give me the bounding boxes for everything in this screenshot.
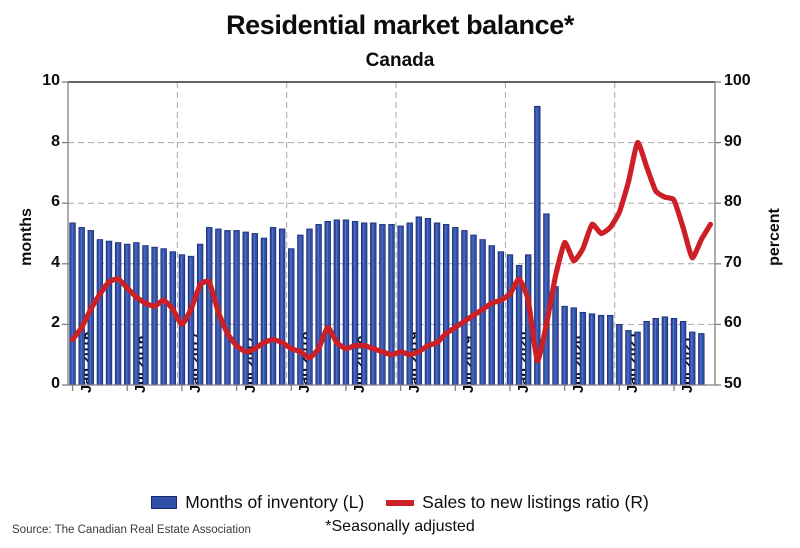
bar-highlight — [527, 255, 529, 385]
bar-highlight — [381, 225, 383, 385]
bar-highlight — [436, 224, 438, 385]
y-axis-right-title: percent — [766, 208, 783, 266]
bar-highlight — [326, 222, 328, 385]
bar-highlight — [700, 334, 702, 385]
bar-highlight — [518, 266, 520, 385]
bar-highlight — [335, 221, 338, 385]
bar-highlight — [263, 239, 265, 385]
bar-highlight — [654, 319, 656, 385]
bar-highlight — [427, 219, 429, 385]
legend-item-bars[interactable]: Months of inventory (L) — [151, 492, 364, 513]
bar-highlight — [354, 222, 356, 385]
bar-highlight — [153, 248, 155, 385]
bar-highlight — [554, 287, 556, 385]
line-swatch-icon — [386, 499, 415, 506]
bar-highlight — [272, 228, 274, 385]
bar-highlight — [171, 252, 174, 385]
bar-highlight — [290, 249, 292, 385]
legend-label-line: Sales to new listings ratio (R) — [422, 492, 649, 512]
bar-highlight — [627, 331, 629, 385]
bar-highlight — [108, 242, 110, 385]
bar-highlight — [645, 322, 647, 385]
chart-svg — [62, 81, 721, 391]
bar-highlight — [636, 333, 638, 385]
bar-highlight — [408, 224, 410, 385]
bar-highlight — [244, 233, 246, 385]
bar-highlight — [682, 322, 684, 385]
bar-highlight — [253, 234, 256, 385]
bar-highlight — [600, 316, 602, 385]
bar-highlight — [609, 316, 611, 385]
bar-highlight — [299, 236, 301, 385]
bar-highlight — [591, 314, 593, 385]
source-note: Source: The Canadian Real Estate Associa… — [12, 524, 251, 536]
bar-highlight — [190, 257, 192, 385]
bar-highlight — [317, 225, 319, 385]
bar-highlight — [545, 215, 547, 385]
bar-highlight — [345, 221, 347, 385]
bar-highlight — [417, 218, 420, 385]
bar-highlight — [308, 230, 310, 385]
line-series — [69, 139, 714, 364]
y-right-tick: 90 — [724, 132, 742, 150]
bar-highlight — [80, 228, 82, 385]
bar-highlight — [563, 307, 565, 385]
bar-highlight — [144, 246, 146, 385]
bar-highlight — [226, 231, 228, 385]
legend-label-bars: Months of inventory (L) — [185, 492, 365, 512]
y-left-tick: 2 — [51, 314, 60, 332]
bar-highlight — [126, 245, 128, 385]
bar-highlight — [399, 227, 401, 385]
bar-highlight — [117, 243, 119, 385]
bar-highlight — [490, 246, 492, 385]
y-left-tick: 10 — [42, 72, 60, 89]
bar-highlight — [618, 325, 620, 385]
bar-highlight — [98, 240, 101, 385]
plot-area — [62, 81, 721, 391]
bar-swatch-icon — [151, 496, 178, 509]
bar-highlight — [199, 245, 201, 385]
bar-highlight — [572, 308, 574, 385]
chart-title: Residential market balance* — [226, 10, 574, 40]
bar-highlight — [71, 224, 73, 385]
bar-highlight — [208, 228, 210, 385]
y-left-tick: 6 — [51, 193, 60, 211]
y-left-tick: 8 — [51, 132, 60, 150]
bar-highlight — [499, 252, 502, 385]
y-left-tick: 4 — [51, 253, 60, 271]
bar-highlight — [691, 333, 693, 385]
bar-highlight — [372, 224, 374, 385]
bar-highlight — [536, 107, 538, 385]
chart-legend: Months of inventory (L) Sales to new lis… — [0, 492, 800, 513]
bar-highlight — [472, 236, 474, 385]
bar-highlight — [581, 313, 584, 385]
bar-highlight — [509, 255, 511, 385]
bar-highlight — [135, 243, 137, 385]
bar-highlight — [663, 318, 666, 385]
chart-subtitle: Canada — [365, 50, 435, 71]
bar-highlight — [463, 231, 465, 385]
y-right-tick: 70 — [724, 253, 742, 271]
y-right-tick: 80 — [724, 193, 742, 211]
legend-item-line[interactable]: Sales to new listings ratio (R) — [386, 492, 649, 513]
y-right-tick: 50 — [724, 375, 742, 392]
bar-highlight — [673, 319, 675, 385]
bar-highlight — [454, 228, 456, 385]
bar-highlight — [162, 249, 164, 385]
bar-highlight — [281, 230, 283, 385]
bar-highlight — [235, 231, 237, 385]
y-right-tick: 60 — [724, 314, 742, 332]
y-left-tick: 0 — [51, 375, 60, 392]
footnote: *Seasonally adjusted — [325, 518, 475, 535]
y-right-tick: 100 — [724, 72, 751, 89]
bar-highlight — [445, 225, 447, 385]
bar-highlight — [390, 225, 392, 385]
bar-highlight — [363, 224, 365, 385]
